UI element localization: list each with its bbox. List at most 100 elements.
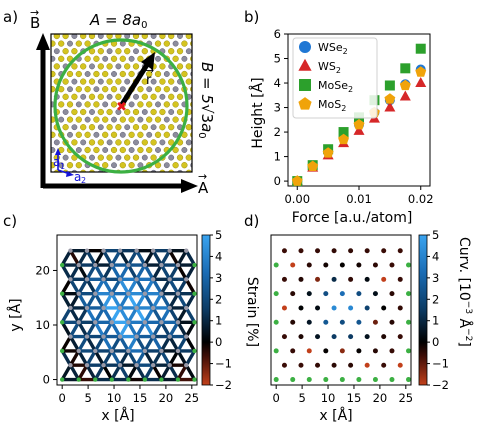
strain-bond — [134, 263, 147, 282]
metal-atom — [128, 147, 135, 153]
chalcogen-atom — [97, 93, 104, 100]
lattice-site — [339, 377, 345, 383]
supercell-height-label: B = 5√3a0 — [196, 62, 216, 139]
unit-vector-a2-label: a — [74, 170, 81, 184]
strain-bond — [118, 277, 131, 296]
lattice-site — [389, 262, 395, 268]
strain-bond — [134, 277, 147, 296]
chalcogen-atom — [159, 124, 166, 131]
chalcogen-atom — [84, 40, 91, 47]
legend-box-b — [292, 37, 378, 119]
strain-bond — [126, 306, 139, 324]
x-tick-label: 10 — [321, 391, 336, 405]
strain-bond — [143, 249, 155, 267]
colorbar-tick-label: −2 — [215, 378, 232, 392]
chalcogen-atom — [185, 124, 192, 131]
strain-bond — [134, 320, 147, 339]
metal-atom — [150, 34, 157, 39]
colorbar-tick-label: 3 — [432, 271, 439, 285]
chalcogen-atom — [106, 63, 113, 70]
chalcogen-atom — [93, 116, 100, 123]
chalcogen-atom — [110, 101, 118, 108]
strain-bond — [101, 263, 114, 282]
chalcogen-atom — [124, 108, 131, 116]
lattice-site — [281, 276, 287, 282]
chalcogen-atom — [80, 34, 87, 40]
metal-atom — [115, 63, 122, 70]
chalcogen-atom — [75, 86, 82, 93]
strain-bond — [68, 334, 81, 353]
chalcogen-atom — [154, 86, 162, 93]
chalcogen-atom — [176, 93, 184, 100]
strain-bond — [151, 306, 164, 324]
lattice-site — [175, 320, 181, 325]
x-tick-label-b: 0.01 — [346, 192, 372, 206]
strain-bond — [151, 277, 164, 296]
chalcogen-atom — [119, 70, 126, 78]
lattice-site — [406, 262, 411, 268]
chalcogen-atom — [185, 63, 192, 70]
unit-vector-a1-label: a — [53, 155, 60, 169]
chalcogen-atom — [51, 95, 52, 98]
chalcogen-atom — [71, 108, 78, 116]
lattice-site — [68, 248, 73, 253]
x-tick-label: 25 — [398, 391, 413, 405]
axis-ticks-c: 0 5 10 15 20 25 0 10 20 — [35, 263, 199, 405]
lattice-site — [101, 363, 106, 368]
x-tick-label: 0 — [273, 391, 280, 405]
vector-b-label: B — [30, 14, 40, 32]
metal-atom — [141, 109, 148, 115]
strain-bond — [184, 277, 197, 296]
chalcogen-atom — [154, 116, 162, 123]
y-tick-label-b: 1 — [274, 150, 281, 164]
chalcogen-atom — [185, 169, 192, 172]
plot-frame-c — [56, 234, 198, 386]
chalcogen-atom — [84, 146, 91, 154]
metal-atom — [89, 63, 95, 70]
data-point-triangle — [415, 77, 427, 88]
strain-bond — [93, 349, 106, 367]
legend-entry: WSe2 — [318, 41, 348, 56]
chalcogen-atom — [84, 55, 91, 62]
strain-bond — [68, 306, 81, 324]
chalcogen-atom — [80, 108, 87, 116]
strain-bond — [60, 249, 73, 267]
lattice-site — [331, 362, 337, 368]
lattice-site — [381, 305, 387, 311]
metal-atom — [163, 71, 170, 77]
chalcogen-atom — [185, 78, 192, 85]
strain-bond — [176, 349, 188, 367]
lattice-site — [389, 291, 395, 297]
strain-bond — [143, 277, 155, 296]
lattice-site — [93, 320, 98, 325]
metal-atom — [159, 139, 166, 146]
strain-bond — [143, 334, 155, 353]
chalcogen-atom — [75, 162, 82, 169]
chalcogen-atom — [84, 101, 91, 108]
strain-bond — [167, 334, 180, 353]
metal-atom — [190, 162, 192, 168]
chalcogen-atom — [190, 40, 192, 47]
lattice-site — [150, 277, 156, 282]
chalcogen-atom — [124, 63, 131, 70]
metal-atom — [97, 78, 104, 85]
lattice-site — [290, 348, 296, 354]
lattice-site — [389, 348, 395, 354]
lattice-site — [331, 276, 337, 282]
strain-bond — [126, 320, 139, 339]
chalcogen-atom — [88, 78, 96, 85]
lattice-site — [76, 348, 81, 354]
metal-atom — [155, 101, 161, 108]
chalcogen-atom — [97, 48, 104, 55]
lattice-site — [76, 377, 81, 382]
chalcogen-atom — [181, 70, 188, 78]
legend-entry: WS2 — [318, 60, 341, 75]
metal-atom — [181, 55, 188, 62]
lattice-site — [364, 248, 370, 254]
strain-bond — [118, 306, 131, 324]
lattice-site — [134, 248, 139, 253]
selection-circle — [53, 38, 189, 174]
chalcogen-atom — [176, 63, 184, 70]
vector-b-glyph: → — [30, 6, 39, 19]
lattice-site — [117, 248, 123, 253]
